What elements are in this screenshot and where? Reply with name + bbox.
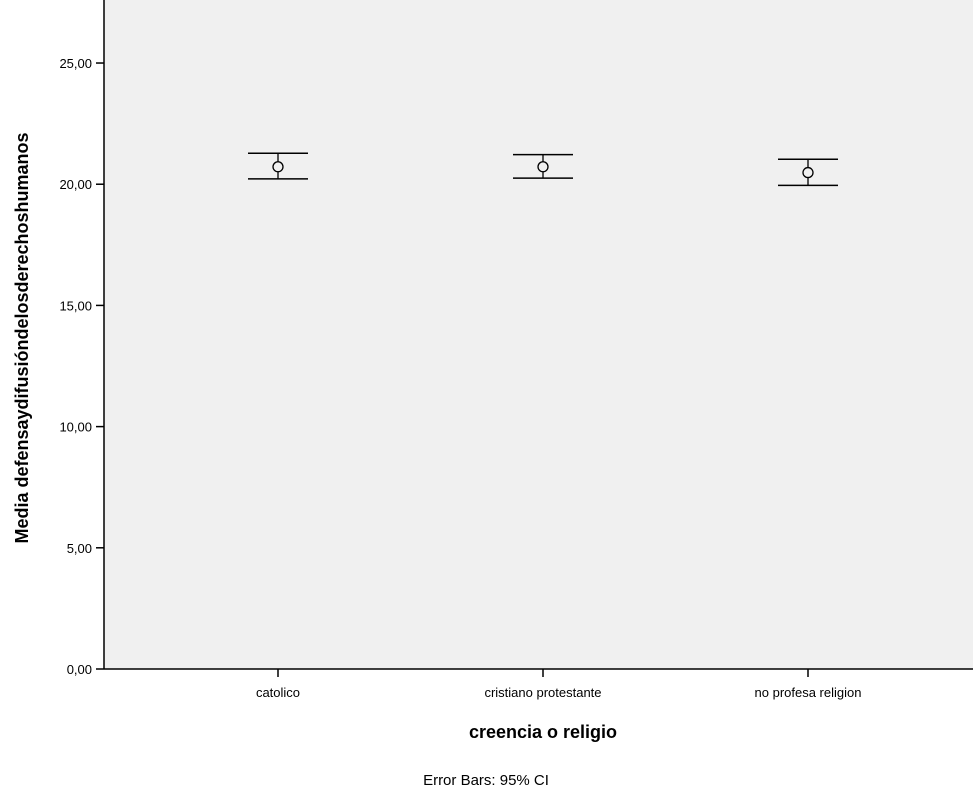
mean-point <box>802 166 814 179</box>
x-tick-label: cristiano protestante <box>484 685 601 700</box>
axes <box>103 0 973 670</box>
plot-area <box>104 0 973 669</box>
y-tick-label: 10,00 <box>59 420 92 435</box>
x-tick-label: no profesa religion <box>755 685 862 700</box>
error-bar-2 <box>513 153 573 179</box>
y-tick-label: 0,00 <box>67 662 92 677</box>
y-axis-title: Media defensaydifusióndelosderechoshuman… <box>12 132 32 543</box>
y-ticks: 0,00 5,00 10,00 15,00 20,00 25,00 <box>59 56 104 677</box>
data-marks <box>248 152 838 187</box>
y-tick-label: 5,00 <box>67 541 92 556</box>
mean-point <box>537 161 549 173</box>
y-tick-label: 15,00 <box>59 298 92 313</box>
y-tick-label: 20,00 <box>59 177 92 192</box>
error-bars-footnote: Error Bars: 95% CI <box>423 772 549 789</box>
mean-point <box>272 161 284 173</box>
y-tick-label: 25,00 <box>59 56 92 71</box>
error-bar-3 <box>778 158 838 187</box>
x-axis-title: creencia o religio <box>469 722 617 742</box>
x-ticks: catolico cristiano protestante no profesa … <box>256 669 862 700</box>
error-bar-1 <box>248 152 308 180</box>
x-tick-label: catolico <box>256 685 300 700</box>
